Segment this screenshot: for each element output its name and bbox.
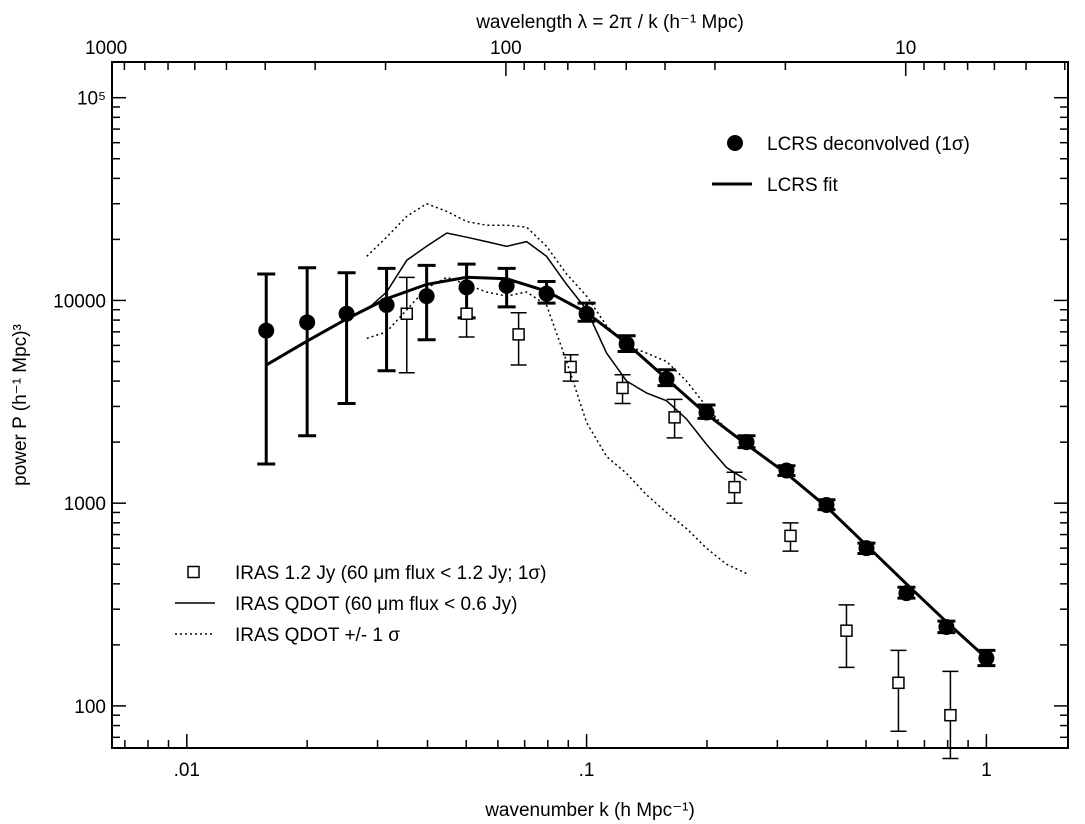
data-series bbox=[257, 202, 996, 760]
legend-label: IRAS QDOT +/- 1 σ bbox=[235, 625, 400, 646]
series-3 bbox=[366, 232, 747, 481]
data-point bbox=[418, 288, 435, 305]
data-point bbox=[778, 462, 795, 479]
y-tick-label: 10⁵ bbox=[77, 89, 106, 110]
tick-marks bbox=[112, 62, 1068, 748]
tick-labels: .01 .1 1 1000 100 10 100 1000 10000 10⁵ bbox=[53, 38, 992, 781]
legend-label: IRAS 1.2 Jy (60 μm flux < 1.2 Jy; 1σ) bbox=[235, 563, 546, 584]
legend: LCRS deconvolved (1σ) LCRS fit IRAS 1.2 Jy… bbox=[175, 134, 970, 646]
qdot-sigma-line bbox=[366, 202, 747, 443]
data-point bbox=[460, 307, 473, 320]
data-point bbox=[668, 411, 681, 424]
x2-tick-label: 100 bbox=[490, 38, 522, 59]
data-point bbox=[784, 529, 797, 543]
y-tick-label: 100 bbox=[74, 697, 106, 718]
data-point bbox=[858, 540, 875, 557]
y-axis-label: power P (h⁻¹ Mpc)³ bbox=[10, 324, 31, 486]
data-point bbox=[892, 676, 905, 690]
legend-label: IRAS QDOT (60 μm flux < 0.6 Jy) bbox=[235, 594, 517, 615]
legend-marker bbox=[727, 135, 743, 151]
series-1 bbox=[265, 275, 988, 660]
data-point bbox=[498, 277, 515, 294]
series-2 bbox=[398, 276, 959, 760]
fit-line bbox=[265, 275, 988, 660]
x-axis-label: wavenumber k (h Mpc⁻¹) bbox=[484, 800, 695, 821]
data-point bbox=[944, 708, 957, 722]
qdot-line bbox=[366, 232, 747, 481]
qdot-sigma-line bbox=[366, 276, 747, 575]
data-point bbox=[400, 307, 414, 320]
data-point bbox=[299, 314, 316, 331]
data-point bbox=[938, 619, 955, 636]
legend-label: LCRS fit bbox=[767, 175, 838, 196]
top-axis-label: wavelength λ = 2π / k (h⁻¹ Mpc) bbox=[475, 12, 744, 33]
data-point bbox=[616, 381, 629, 395]
legend-label: LCRS deconvolved (1σ) bbox=[767, 134, 970, 155]
series-4 bbox=[366, 202, 747, 443]
legend-marker bbox=[187, 565, 200, 579]
x2-tick-label: 1000 bbox=[85, 38, 127, 59]
x-tick-label: 1 bbox=[981, 760, 992, 781]
y-tick-label: 10000 bbox=[53, 291, 106, 312]
x-tick-label: .1 bbox=[579, 760, 595, 781]
x2-tick-label: 10 bbox=[895, 38, 916, 59]
data-point bbox=[258, 322, 275, 339]
y-tick-label: 1000 bbox=[64, 494, 106, 515]
data-point bbox=[840, 624, 853, 637]
series-5 bbox=[366, 276, 747, 575]
data-point bbox=[512, 328, 525, 341]
data-point bbox=[728, 480, 741, 494]
data-point bbox=[458, 279, 475, 296]
plot-frame bbox=[111, 61, 1069, 749]
x-tick-label: .01 bbox=[174, 760, 200, 781]
